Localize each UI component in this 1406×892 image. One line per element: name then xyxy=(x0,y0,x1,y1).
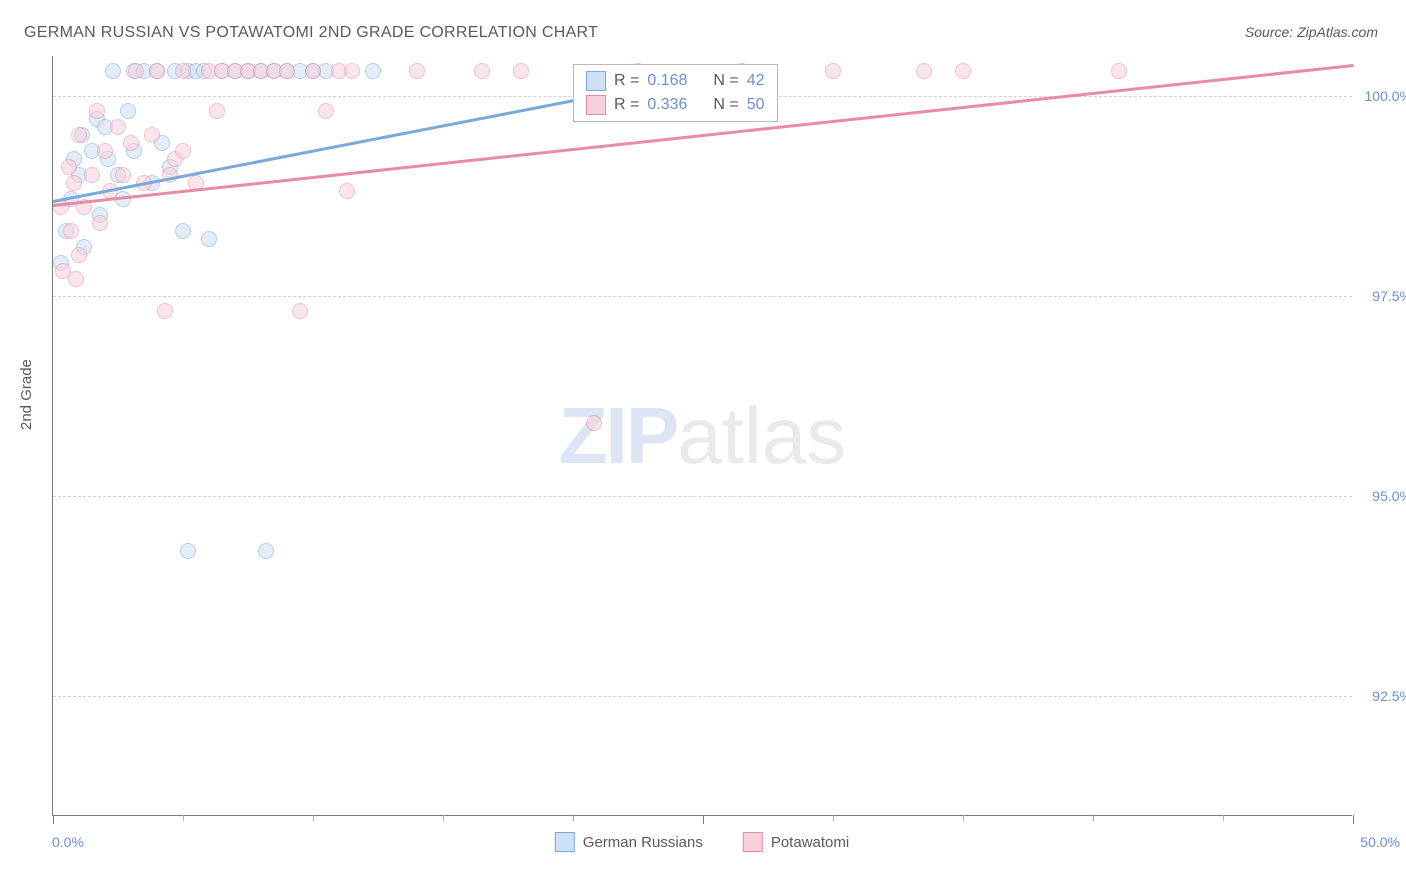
stats-box: R = 0.168 N = 42 R = 0.336 N = 50 xyxy=(573,64,778,122)
stat-n-label: N = xyxy=(713,72,738,90)
data-point xyxy=(144,127,160,143)
data-point xyxy=(115,167,131,183)
stat-r-label: R = xyxy=(614,72,639,90)
data-point xyxy=(1111,63,1127,79)
data-point xyxy=(110,119,126,135)
watermark-atlas: atlas xyxy=(677,391,846,480)
stat-r-label: R = xyxy=(614,96,639,114)
x-tick-minor xyxy=(833,815,834,821)
data-point xyxy=(955,63,971,79)
x-tick-minor xyxy=(183,815,184,821)
data-point xyxy=(209,103,225,119)
data-point xyxy=(318,103,334,119)
data-point xyxy=(61,159,77,175)
data-point xyxy=(339,183,355,199)
legend-swatch xyxy=(743,832,763,852)
data-point xyxy=(68,271,84,287)
stat-r-value: 0.168 xyxy=(647,72,687,90)
legend-item: Potawatomi xyxy=(743,832,849,852)
data-point xyxy=(105,63,121,79)
watermark-zip: ZIP xyxy=(559,391,677,480)
watermark: ZIPatlas xyxy=(559,390,846,482)
stat-n-value: 50 xyxy=(747,96,765,114)
data-point xyxy=(149,63,165,79)
legend-label: Potawatomi xyxy=(771,834,849,851)
legend-swatch xyxy=(555,832,575,852)
data-point xyxy=(71,247,87,263)
x-tick-major xyxy=(703,815,704,824)
data-point xyxy=(279,63,295,79)
data-point xyxy=(175,143,191,159)
y-tick-label: 97.5% xyxy=(1372,288,1406,304)
legend-label: German Russians xyxy=(583,834,703,851)
data-point xyxy=(513,63,529,79)
stats-row: R = 0.168 N = 42 xyxy=(586,71,765,91)
data-point xyxy=(97,143,113,159)
data-point xyxy=(175,63,191,79)
data-point xyxy=(120,103,136,119)
plot-region: ZIPatlas 92.5%95.0%97.5%100.0%R =0.168N … xyxy=(52,56,1352,816)
x-tick-minor xyxy=(443,815,444,821)
data-point xyxy=(258,543,274,559)
data-point xyxy=(344,63,360,79)
data-point xyxy=(201,231,217,247)
gridline xyxy=(53,696,1352,697)
data-point xyxy=(305,63,321,79)
y-tick-label: 92.5% xyxy=(1372,688,1406,704)
x-tick-minor xyxy=(313,815,314,821)
gridline xyxy=(53,296,1352,297)
data-point xyxy=(92,215,108,231)
legend-item: German Russians xyxy=(555,832,703,852)
data-point xyxy=(825,63,841,79)
data-point xyxy=(292,303,308,319)
x-tick-major xyxy=(1353,815,1354,824)
x-tick-major xyxy=(53,815,54,824)
x-tick-minor xyxy=(963,815,964,821)
data-point xyxy=(123,135,139,151)
source-attribution: Source: ZipAtlas.com xyxy=(1245,24,1378,40)
y-tick-label: 95.0% xyxy=(1372,488,1406,504)
chart-area: ZIPatlas 92.5%95.0%97.5%100.0%R =0.168N … xyxy=(52,56,1352,816)
gridline xyxy=(53,496,1352,497)
x-axis-min-label: 0.0% xyxy=(52,834,84,850)
data-point xyxy=(916,63,932,79)
chart-title: GERMAN RUSSIAN VS POTAWATOMI 2ND GRADE C… xyxy=(24,24,598,42)
series-swatch xyxy=(586,95,606,115)
data-point xyxy=(63,223,79,239)
data-point xyxy=(157,303,173,319)
data-point xyxy=(586,415,602,431)
x-tick-minor xyxy=(573,815,574,821)
data-point xyxy=(180,543,196,559)
stat-n-value: 42 xyxy=(747,72,765,90)
data-point xyxy=(365,63,381,79)
data-point xyxy=(71,127,87,143)
y-tick-label: 100.0% xyxy=(1365,88,1406,104)
series-swatch xyxy=(586,71,606,91)
x-tick-minor xyxy=(1223,815,1224,821)
data-point xyxy=(409,63,425,79)
y-axis-title: 2nd Grade xyxy=(18,359,35,430)
data-point xyxy=(175,223,191,239)
data-point xyxy=(66,175,82,191)
stat-r-value: 0.336 xyxy=(647,96,687,114)
stats-row: R = 0.336 N = 50 xyxy=(586,95,765,115)
legend: German Russians Potawatomi xyxy=(555,832,849,852)
data-point xyxy=(84,167,100,183)
data-point xyxy=(474,63,490,79)
x-axis-max-label: 50.0% xyxy=(1360,834,1400,850)
stat-n-label: N = xyxy=(713,96,738,114)
data-point xyxy=(89,103,105,119)
x-tick-minor xyxy=(1093,815,1094,821)
data-point xyxy=(128,63,144,79)
